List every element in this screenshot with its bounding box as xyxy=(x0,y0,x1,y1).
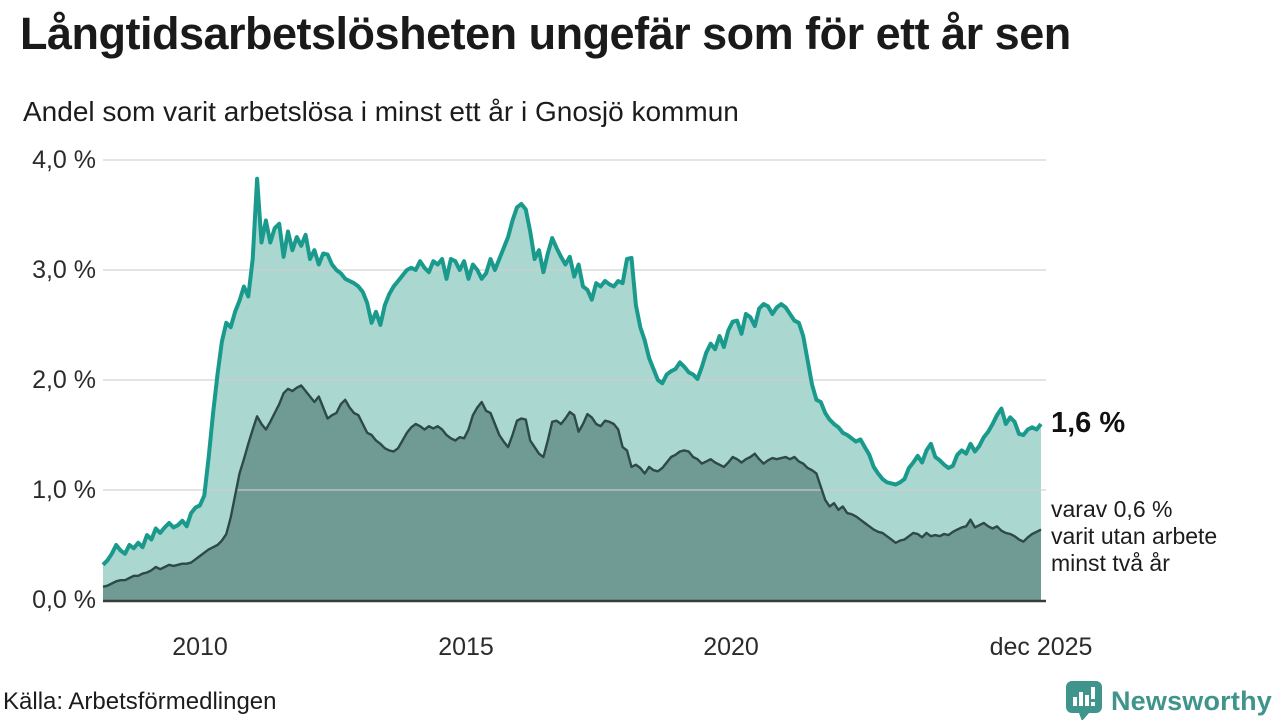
newsworthy-logo-icon xyxy=(1065,681,1102,720)
newsworthy-logo-text: Newsworthy xyxy=(1110,685,1272,716)
newsworthy-logo: Newsworthy xyxy=(1065,680,1272,720)
y-axis-tick: 4,0 % xyxy=(32,146,96,174)
y-axis-tick: 2,0 % xyxy=(32,366,96,394)
y-axis-tick: 3,0 % xyxy=(32,256,96,284)
y-axis-tick: 0,0 % xyxy=(32,586,96,614)
chart-subtitle: Andel som varit arbetslösa i minst ett å… xyxy=(23,96,739,127)
total-line xyxy=(101,176,1043,567)
two-year-area-fill xyxy=(103,385,1041,600)
x-axis-tick: 2010 xyxy=(172,633,228,661)
latest-total-value-label: 1,6 % xyxy=(1051,407,1126,439)
x-axis-tick: 2015 xyxy=(438,633,494,661)
two-year-line xyxy=(102,384,1042,588)
two-year-share-annotation: varav 0,6 % varit utan arbete minst två … xyxy=(1051,496,1217,577)
chart-title: Långtidsarbetslösheten ungefär som för e… xyxy=(20,8,1071,59)
annotation-line: varit utan arbete xyxy=(1051,523,1218,549)
annotation-line: minst två år xyxy=(1051,550,1170,576)
y-axis-tick: 1,0 % xyxy=(32,476,96,504)
x-axis-tick: 2020 xyxy=(703,633,759,661)
source-credit: Källa: Arbetsförmedlingen xyxy=(3,688,277,715)
x-axis-tick: dec 2025 xyxy=(989,633,1093,661)
annotation-line: varav 0,6 % xyxy=(1051,496,1173,522)
